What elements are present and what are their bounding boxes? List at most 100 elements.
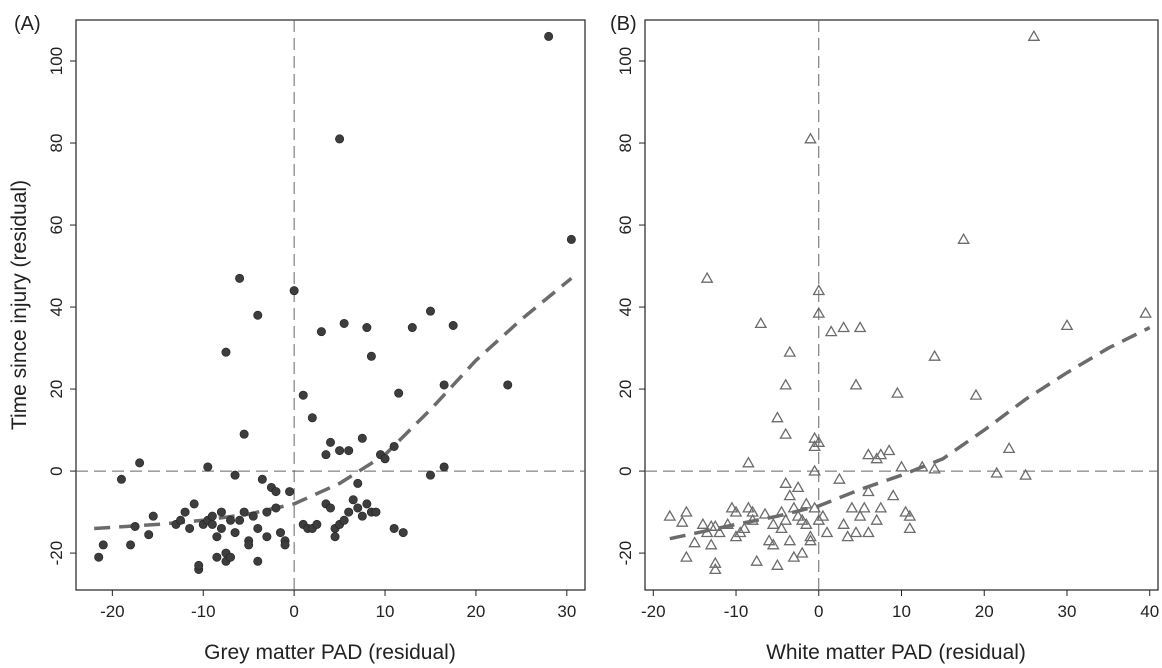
data-point <box>886 489 900 501</box>
data-point <box>362 499 372 509</box>
data-point <box>335 446 345 456</box>
data-point <box>862 526 875 538</box>
data-point <box>348 495 358 505</box>
data-point <box>754 316 768 329</box>
data-point <box>771 558 784 570</box>
data-point <box>820 526 834 538</box>
data-point <box>766 538 780 550</box>
data-point <box>928 349 941 361</box>
data-point <box>425 306 435 316</box>
data-point <box>808 439 821 452</box>
data-point <box>216 507 226 517</box>
y-tick-label: 40 <box>616 298 635 317</box>
data-point <box>779 513 793 525</box>
y-tick-label: 60 <box>47 216 66 235</box>
data-point <box>708 519 722 531</box>
data-point <box>775 505 788 517</box>
data-point <box>708 556 722 568</box>
data-point <box>253 523 263 533</box>
data-point <box>812 284 826 296</box>
data-point <box>380 454 390 464</box>
data-point <box>903 521 917 534</box>
data-point <box>116 474 126 484</box>
data-point <box>969 388 983 400</box>
data-point <box>808 464 821 476</box>
data-point <box>425 470 435 480</box>
data-point <box>262 507 272 517</box>
data-point <box>230 528 240 538</box>
x-tick-label: 30 <box>1058 602 1077 621</box>
data-point <box>216 523 226 533</box>
data-point <box>312 519 322 529</box>
x-tick-label: 0 <box>814 602 823 621</box>
data-point <box>799 517 813 529</box>
data-point <box>226 552 236 562</box>
y-tick-label: 60 <box>616 216 635 235</box>
data-point <box>766 517 780 529</box>
y-tick-label: -20 <box>47 541 66 566</box>
data-point <box>235 515 245 525</box>
data-point <box>503 380 513 390</box>
data-point <box>680 505 693 517</box>
data-point <box>700 271 714 283</box>
data-point <box>94 552 104 562</box>
fit-line <box>94 276 573 531</box>
y-axis-label: Time since injury (residual) <box>8 180 31 430</box>
data-point <box>853 509 867 521</box>
data-point <box>366 351 376 361</box>
x-tick-label: -20 <box>641 602 666 621</box>
x-tick-label: 10 <box>376 602 395 621</box>
data-point <box>439 380 449 390</box>
data-point <box>289 286 299 296</box>
data-point <box>862 448 875 460</box>
data-point <box>389 523 399 533</box>
data-point <box>357 511 367 521</box>
data-point <box>407 323 417 333</box>
fit-line <box>669 326 1151 541</box>
data-point <box>737 521 751 534</box>
data-point <box>239 507 249 517</box>
data-point <box>257 474 267 484</box>
y-tick-label: 0 <box>47 466 66 475</box>
data-point <box>221 347 231 357</box>
data-point <box>285 487 295 497</box>
data-point <box>700 526 714 538</box>
data-point <box>895 460 908 472</box>
data-point <box>180 507 190 517</box>
data-point <box>353 478 363 488</box>
data-point <box>787 501 801 513</box>
y-tick-label: 80 <box>47 134 66 153</box>
data-point <box>713 526 726 538</box>
data-point <box>253 556 263 566</box>
data-point <box>207 519 217 529</box>
data-point <box>353 503 363 513</box>
data-point <box>203 462 213 472</box>
x-tick-label: 20 <box>975 602 994 621</box>
data-point <box>239 429 249 439</box>
data-point <box>762 534 776 546</box>
data-point <box>771 411 784 423</box>
data-point <box>98 540 108 550</box>
data-point <box>729 505 743 517</box>
data-point <box>325 437 335 447</box>
data-point <box>783 534 797 546</box>
data-point <box>1060 318 1074 331</box>
data-point <box>696 517 710 529</box>
data-point <box>321 450 331 460</box>
data-point <box>371 507 381 517</box>
data-point <box>389 441 399 451</box>
data-point <box>816 509 830 521</box>
data-point <box>194 560 204 570</box>
data-point <box>316 327 326 337</box>
data-point <box>779 476 793 488</box>
data-point <box>271 503 281 513</box>
data-point <box>126 540 136 550</box>
data-point <box>882 444 896 456</box>
data-point <box>262 532 272 542</box>
x-tick-label: 10 <box>892 602 911 621</box>
data-point <box>307 413 317 423</box>
data-point <box>742 501 755 513</box>
data-point <box>891 386 904 398</box>
data-point <box>176 515 186 525</box>
data-point <box>990 466 1004 478</box>
